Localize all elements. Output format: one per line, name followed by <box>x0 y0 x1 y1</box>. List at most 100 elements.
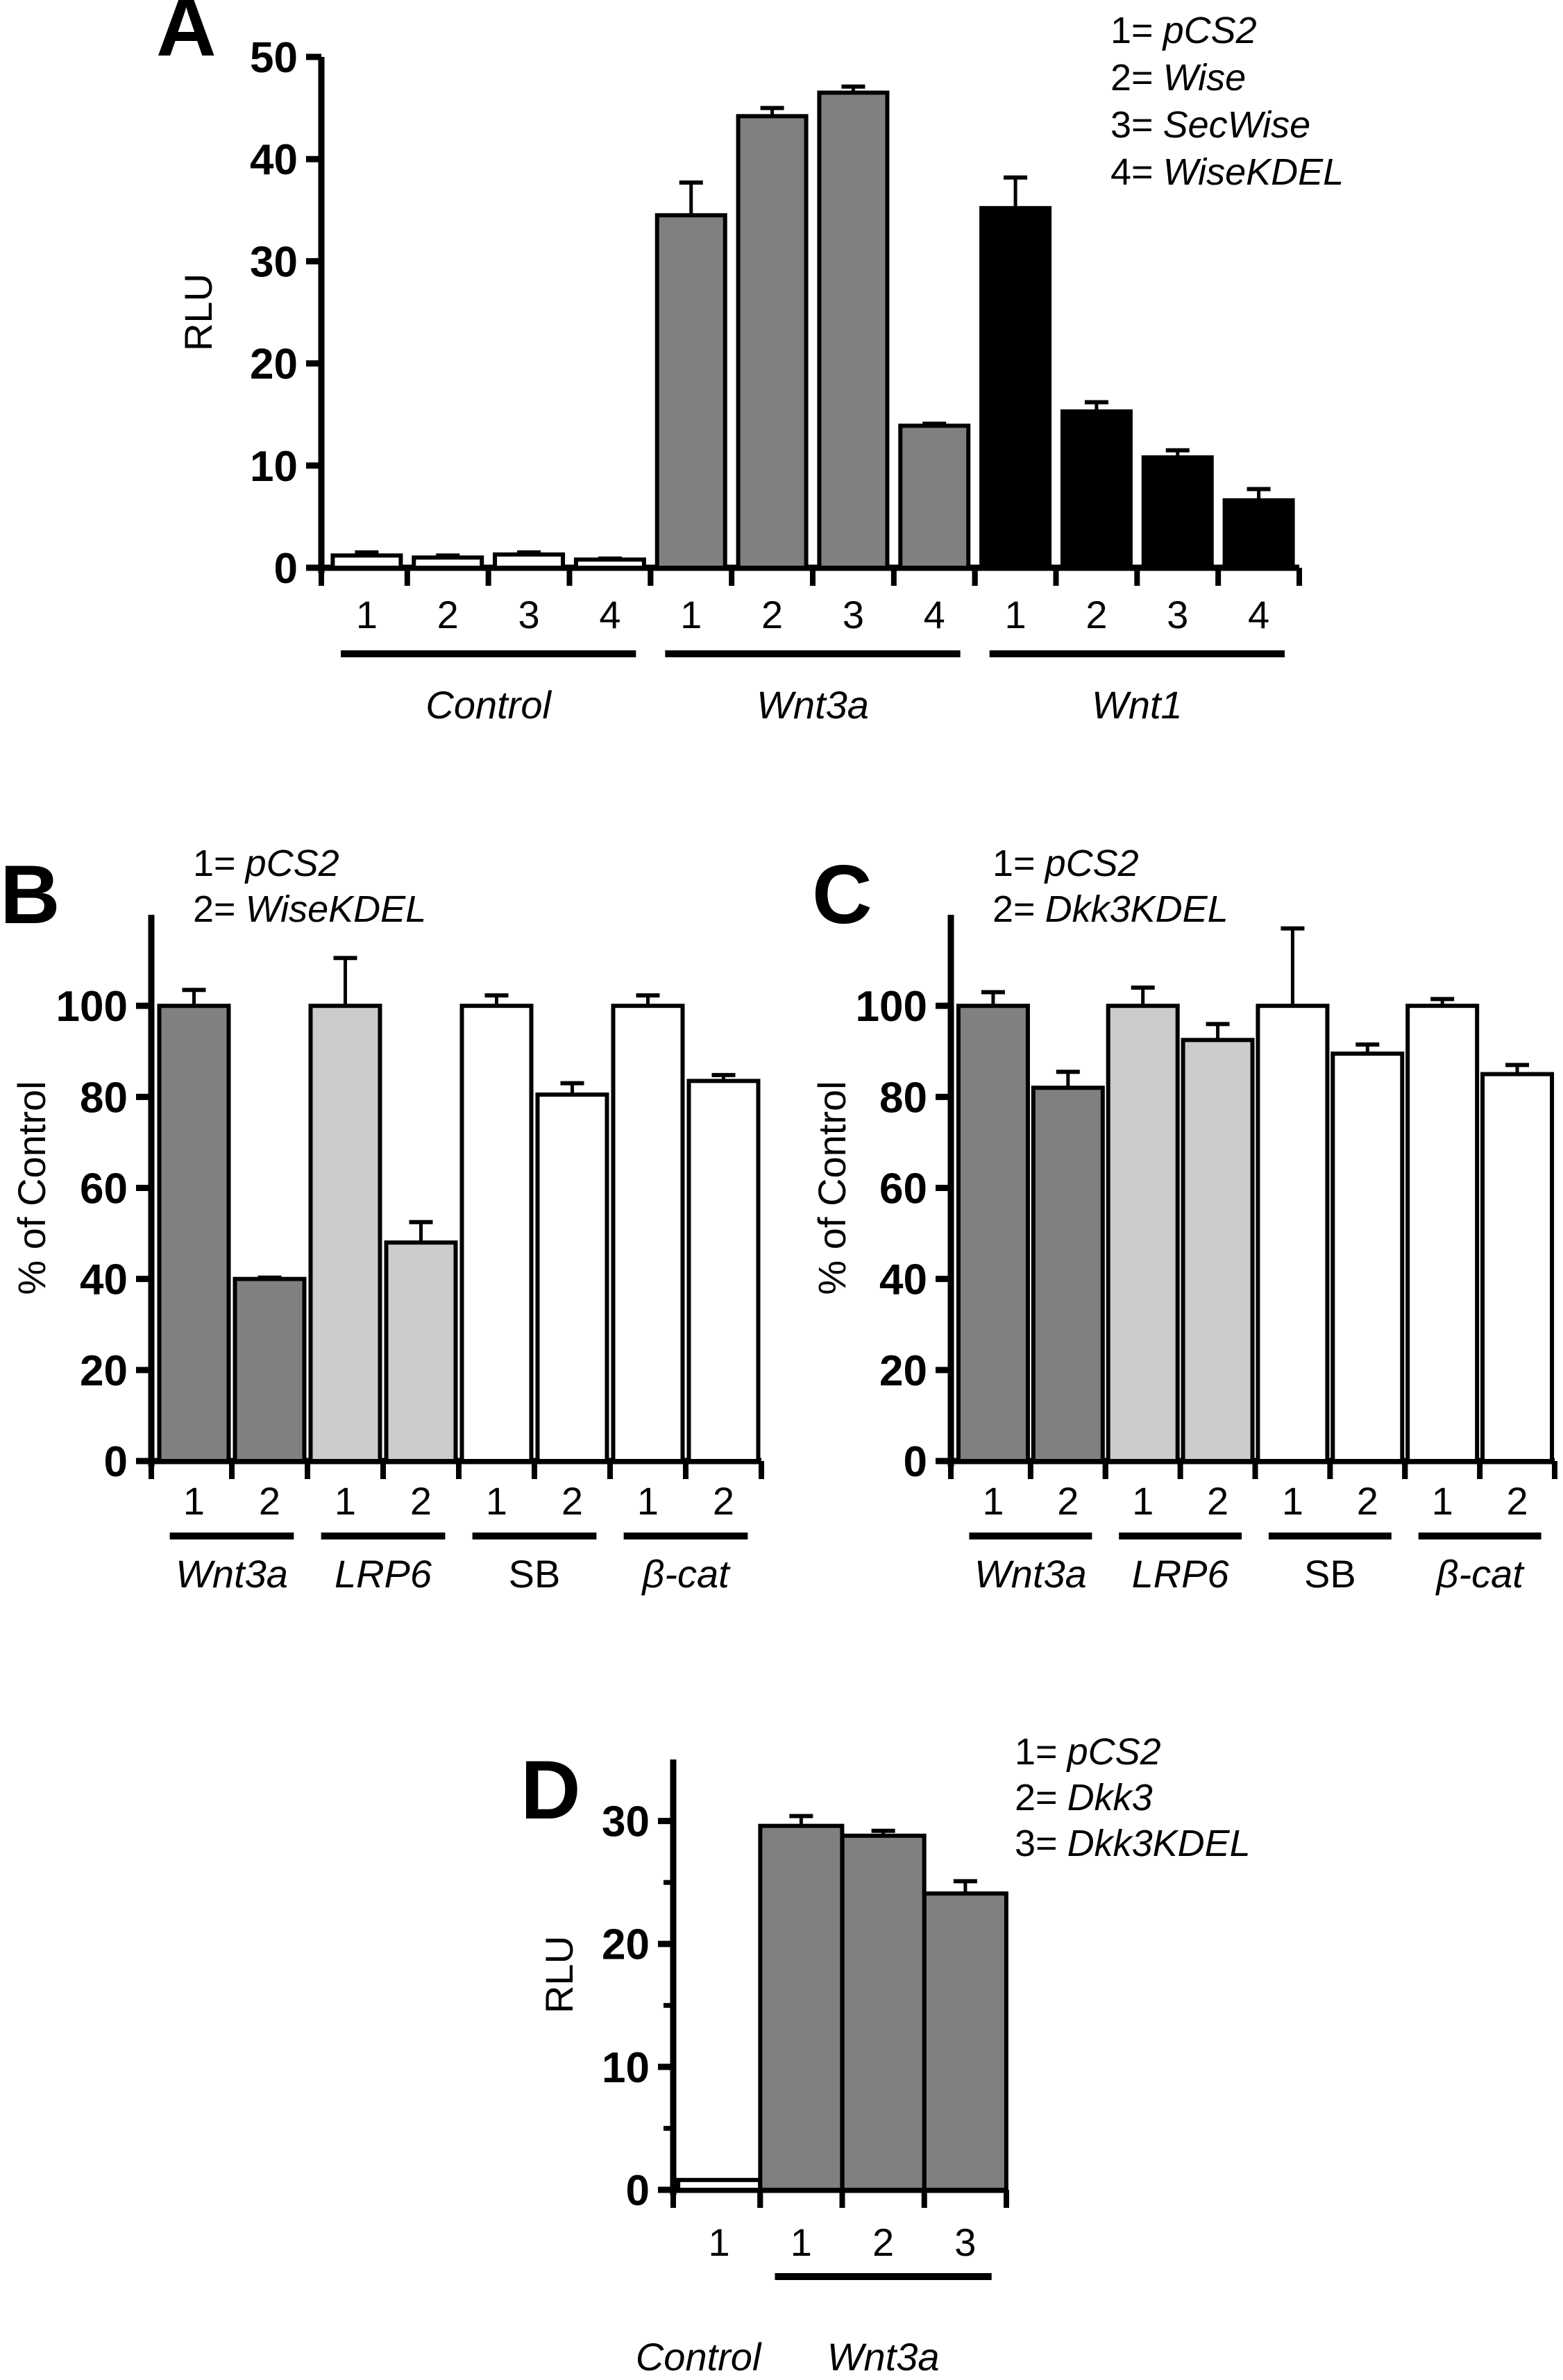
bar-cat-2 <box>1480 1072 1555 1463</box>
bar-lrp6-2 <box>1181 1038 1255 1463</box>
bar-cat-2 <box>686 1079 761 1463</box>
bar-wnt3a-4 <box>898 423 971 571</box>
legend-entry: 1= pCS2 <box>193 843 339 884</box>
x-tick-label: 2 <box>713 1479 734 1523</box>
legend-key: 1= <box>992 843 1036 884</box>
y-axis-title: RLU <box>176 273 220 351</box>
panel-letter: C <box>812 848 872 941</box>
bar-wnt3a-3 <box>922 1891 1008 2192</box>
legend-key: 3= <box>1015 1823 1058 1864</box>
x-tick-label: 2 <box>561 1479 583 1523</box>
bar-wnt1-4 <box>1222 498 1295 571</box>
group-label: Control <box>636 2335 762 2379</box>
legend-entry: 1= pCS2 <box>1110 10 1257 51</box>
bar-sb-1 <box>1256 1004 1330 1463</box>
legend-entry: 4= WiseKDEL <box>1110 151 1344 193</box>
x-tick-label: 2 <box>1506 1479 1528 1523</box>
x-tick-label: 1 <box>1432 1479 1453 1523</box>
legend-label: pCS2 <box>1044 843 1139 884</box>
y-tick-label: 40 <box>250 136 298 184</box>
bar-lrp6-1 <box>308 1004 382 1463</box>
panel-letter: D <box>521 1744 581 1837</box>
bar-wnt1-1 <box>979 205 1052 570</box>
bar-wnt3a-2 <box>233 1276 307 1463</box>
bar-wnt3a-3 <box>817 90 890 570</box>
x-tick-label: 4 <box>599 593 620 636</box>
panel-letter: B <box>0 848 60 941</box>
y-tick-label: 0 <box>104 1438 128 1486</box>
legend-entry: 2= Wise <box>1110 57 1246 99</box>
x-tick-label: 1 <box>183 1479 205 1523</box>
legend-label: Dkk3KDEL <box>1067 1823 1251 1864</box>
x-tick-label: 1 <box>680 593 702 636</box>
bar-wnt1-3 <box>1141 455 1214 570</box>
x-tick-label: 2 <box>410 1479 432 1523</box>
y-tick-label: 0 <box>904 1438 927 1486</box>
x-tick-label: 2 <box>437 593 459 636</box>
x-tick-label: 2 <box>1057 1479 1079 1523</box>
x-tick-label: 2 <box>1085 593 1107 636</box>
bar-wnt3a-2 <box>840 1833 927 2193</box>
y-tick-label: 10 <box>602 2044 650 2092</box>
group-label: Wnt3a <box>974 1552 1087 1596</box>
x-tick-label: 2 <box>1357 1479 1378 1523</box>
bar-control-4 <box>573 557 646 570</box>
y-tick-label: 30 <box>250 238 298 286</box>
legend-key: 4= <box>1110 151 1154 193</box>
legend-label: Dkk3KDEL <box>1045 888 1228 930</box>
legend-entry: 2= Dkk3KDEL <box>992 888 1228 930</box>
panel-letter: A <box>156 0 217 74</box>
x-tick-label: 1 <box>1005 593 1026 636</box>
group-label: Wnt1 <box>1092 683 1183 727</box>
group-label: SB <box>1304 1552 1356 1596</box>
x-tick-label: 3 <box>1167 593 1188 636</box>
bar-sb-2 <box>535 1092 609 1464</box>
group-label: Wnt3a <box>827 2335 940 2379</box>
legend-key: 2= <box>1110 57 1154 99</box>
y-tick-label: 0 <box>626 2167 650 2215</box>
legend-key: 1= <box>1015 1731 1058 1773</box>
x-tick-label: 2 <box>872 2220 894 2264</box>
group-label: β-cat <box>1435 1552 1525 1596</box>
y-tick-label: 20 <box>250 341 298 389</box>
x-tick-label: 2 <box>259 1479 280 1523</box>
bar-control-3 <box>493 552 566 571</box>
legend-label: pCS2 <box>1066 1731 1161 1773</box>
legend-key: 2= <box>1015 1777 1058 1818</box>
legend-label: Wise <box>1163 57 1247 99</box>
legend-entry: 3= Dkk3KDEL <box>1015 1823 1251 1864</box>
legend-entry: 1= pCS2 <box>992 843 1139 884</box>
x-tick-label: 1 <box>335 1479 356 1523</box>
group-label: LRP6 <box>335 1552 432 1596</box>
legend-entry: 1= pCS2 <box>1015 1731 1161 1773</box>
bar-lrp6-1 <box>1106 1004 1180 1463</box>
y-axis-title: RLU <box>537 1936 581 2014</box>
y-axis-title: % of Control <box>10 1081 53 1294</box>
bar-wnt3a-1 <box>157 1004 231 1463</box>
y-tick-label: 80 <box>879 1074 927 1122</box>
bar-sb-2 <box>1330 1052 1405 1463</box>
y-tick-label: 20 <box>80 1347 128 1395</box>
x-tick-label: 1 <box>982 1479 1004 1523</box>
y-tick-label: 10 <box>250 443 298 491</box>
bar-control-2 <box>412 555 484 571</box>
y-tick-label: 60 <box>80 1165 128 1213</box>
y-tick-label: 100 <box>856 983 927 1031</box>
x-tick-label: 3 <box>954 2220 976 2264</box>
x-tick-label: 3 <box>843 593 864 636</box>
x-tick-label: 1 <box>791 2220 812 2264</box>
x-tick-label: 1 <box>709 2220 730 2264</box>
bar-wnt3a-1 <box>654 213 727 570</box>
group-label: Control <box>425 683 552 727</box>
legend-entry: 3= SecWise <box>1110 104 1310 146</box>
y-tick-label: 0 <box>274 545 298 593</box>
bar-control-1 <box>330 553 403 570</box>
y-tick-label: 20 <box>879 1347 927 1395</box>
bar-wnt3a-1 <box>956 1004 1030 1463</box>
legend-key: 1= <box>1110 10 1154 51</box>
legend-label: Dkk3 <box>1067 1777 1153 1818</box>
